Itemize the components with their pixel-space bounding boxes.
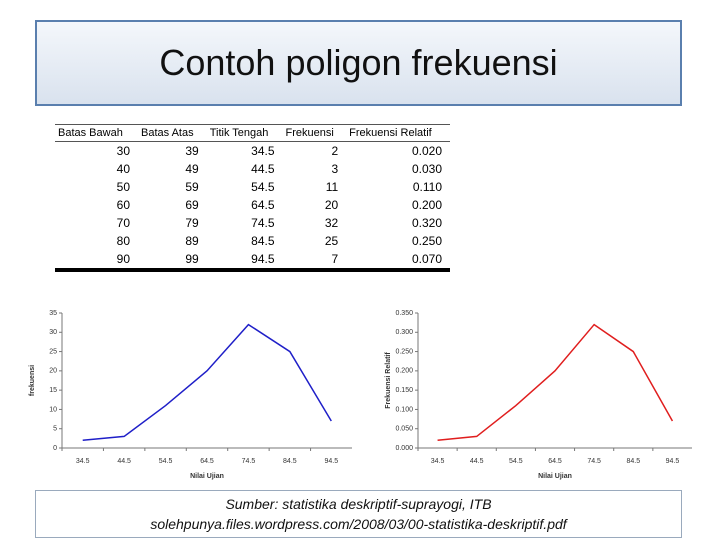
- data-line: [82, 323, 332, 442]
- y-tick-label: 0.100: [395, 406, 413, 413]
- chart-bg: [22, 303, 357, 483]
- table-row: 30 39 34.5 2 0.020: [55, 142, 450, 161]
- x-tick-label: 84.5: [626, 458, 640, 465]
- table-cell: 74.5: [251, 216, 275, 230]
- column-header: Frekuensi: [282, 124, 347, 142]
- column-header: Frekuensi Relatif: [346, 124, 450, 142]
- slide-title: Contoh poligon frekuensi: [159, 42, 558, 83]
- table-cell: 79: [185, 216, 199, 230]
- y-tick-label: 0.300: [395, 329, 413, 336]
- table-row: 70 79 74.5 32 0.320: [55, 214, 450, 232]
- table-cell: 3: [331, 162, 339, 176]
- x-tick-label: 54.5: [159, 458, 173, 465]
- table-cell: 40: [116, 162, 131, 176]
- x-tick-label: 54.5: [509, 458, 523, 465]
- table-row: 40 49 44.5 3 0.030: [55, 160, 450, 178]
- y-tick-label: 25: [49, 348, 57, 355]
- table-cell: 0.110: [412, 180, 442, 194]
- table-cell: 64.5: [251, 198, 275, 212]
- table-cell: 59: [185, 180, 199, 194]
- table-cell: 20: [324, 198, 339, 212]
- x-axis-label: Nilai Ujian: [538, 473, 572, 480]
- table-row: 90 99 94.5 7 0.070: [55, 250, 450, 272]
- table-cell: 25: [324, 234, 339, 248]
- x-tick-label: 74.5: [242, 458, 256, 465]
- table-cell: 90: [55, 250, 139, 272]
- x-tick-label: 94.5: [324, 458, 338, 465]
- x-tick-label: 64.5: [200, 458, 214, 465]
- table-cell: 0.030: [411, 162, 442, 176]
- title-box: Contoh poligon frekuensi: [35, 20, 682, 106]
- column-header: Titik Tengah: [206, 124, 283, 142]
- table-cell: 0.070: [346, 250, 450, 272]
- y-tick-label: 0.200: [395, 368, 413, 375]
- column-header: Batas Bawah: [55, 124, 139, 142]
- y-tick-label: 0.150: [395, 387, 413, 394]
- table-cell: 30: [116, 144, 131, 158]
- table-row: 80 89 84.5 25 0.250: [55, 232, 450, 250]
- table-cell: 0.200: [411, 198, 442, 212]
- table-row: 60 69 64.5 20 0.200: [55, 196, 450, 214]
- y-axis-label: frekuensi: [29, 365, 36, 396]
- source-line: Sumber: statistika deskriptif-suprayogi,…: [225, 496, 492, 512]
- x-tick-label: 34.5: [76, 458, 90, 465]
- y-tick-label: 15: [49, 387, 57, 394]
- table-cell: 2: [331, 144, 339, 158]
- y-tick-label: 10: [49, 406, 57, 413]
- column-header: Batas Atas: [138, 124, 207, 142]
- table-row: 50 59 54.5 11 0.110: [55, 178, 450, 196]
- y-tick-label: 0.000: [395, 445, 413, 452]
- source-url: solehpunya.files.wordpress.com/2008/03/0…: [150, 516, 567, 532]
- table-cell: 60: [116, 198, 131, 212]
- x-tick-label: 84.5: [283, 458, 297, 465]
- table-cell: 0.020: [411, 144, 442, 158]
- x-tick-label: 44.5: [117, 458, 131, 465]
- y-tick-label: 0.350: [395, 310, 413, 317]
- table-cell: 32: [324, 216, 339, 230]
- table-cell: 84.5: [251, 234, 275, 248]
- y-tick-label: 5: [53, 426, 57, 433]
- table-cell: 7: [282, 250, 347, 272]
- x-tick-label: 44.5: [470, 458, 484, 465]
- table-cell: 44.5: [251, 162, 275, 176]
- y-tick-label: 0: [53, 445, 57, 452]
- table-cell: 69: [185, 198, 199, 212]
- table-cell: 11: [325, 180, 339, 194]
- table-cell: 94.5: [206, 250, 283, 272]
- table-cell: 50: [116, 180, 131, 194]
- table-cell: 89: [185, 234, 199, 248]
- x-tick-label: 74.5: [587, 458, 601, 465]
- y-tick-label: 0.250: [395, 348, 413, 355]
- x-tick-label: 64.5: [548, 458, 562, 465]
- y-tick-label: 30: [49, 329, 57, 336]
- table-cell: 0.320: [411, 216, 442, 230]
- footer: Sumber: statistika deskriptif-suprayogi,…: [35, 490, 682, 538]
- y-tick-label: 20: [49, 368, 57, 375]
- table-cell: 99: [138, 250, 207, 272]
- table-cell: 49: [185, 162, 199, 176]
- y-axis-label: Frekuensi Relatif: [385, 352, 392, 409]
- x-tick-label: 34.5: [431, 458, 445, 465]
- x-axis-label: Nilai Ujian: [190, 473, 224, 480]
- table-cell: 54.5: [251, 180, 275, 194]
- table-cell: 34.5: [251, 144, 275, 158]
- x-tick-label: 94.5: [666, 458, 680, 465]
- table-cell: 39: [185, 144, 199, 158]
- y-tick-label: 0.050: [395, 426, 413, 433]
- table-cell: 0.250: [411, 234, 442, 248]
- table-cell: 80: [116, 234, 131, 248]
- data-table: Batas Bawah Batas Atas Titik Tengah Frekuen…: [55, 124, 450, 272]
- data-line: [437, 323, 674, 442]
- chart-bg: [378, 303, 697, 483]
- y-tick-label: 35: [49, 310, 57, 317]
- table-cell: 70: [116, 216, 131, 230]
